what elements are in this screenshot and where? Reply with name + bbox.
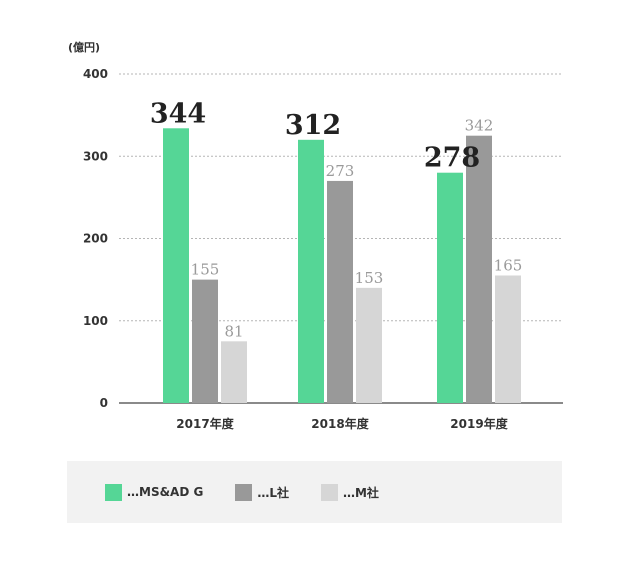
y-tick-label: 400 xyxy=(83,67,108,81)
value-labels: 344 155 81 312 273 153 278 342 165 xyxy=(150,98,523,340)
data-label: 81 xyxy=(224,322,243,340)
legend-swatch-msad xyxy=(105,483,122,501)
bar xyxy=(192,279,218,403)
legend-label-msad: …MS&AD G xyxy=(127,485,204,499)
x-axis-ticks: 2017年度 2018年度 2019年度 xyxy=(176,416,508,431)
data-label: 165 xyxy=(494,257,523,275)
y-axis-ticks: 0 100 200 300 400 xyxy=(83,67,108,410)
data-label: 342 xyxy=(465,117,494,135)
bar xyxy=(163,128,189,403)
legend-item-msad: …MS&AD G xyxy=(105,483,204,501)
data-label: 278 xyxy=(424,143,480,174)
bars xyxy=(163,128,521,404)
legend-label-l: …L社 xyxy=(257,485,289,500)
legend-swatch-l xyxy=(235,483,253,501)
legend-swatch-m xyxy=(320,483,338,501)
legend-item-m: …M社 xyxy=(320,483,379,501)
bar xyxy=(356,287,382,403)
legend-item-l: …L社 xyxy=(235,483,289,501)
x-tick-label: 2017年度 xyxy=(176,416,234,431)
y-tick-label: 0 xyxy=(100,396,108,410)
x-tick-label: 2019年度 xyxy=(450,416,508,431)
legend-label-m: …M社 xyxy=(342,485,379,500)
bar xyxy=(221,341,247,403)
bar xyxy=(327,180,353,403)
y-tick-label: 300 xyxy=(83,149,108,163)
bar xyxy=(298,139,324,404)
legend: …MS&AD G …L社 …M社 xyxy=(67,461,562,523)
y-tick-label: 100 xyxy=(83,314,108,328)
bar xyxy=(466,135,492,403)
bar xyxy=(437,172,463,403)
data-label: 155 xyxy=(191,261,220,279)
unit-label: (億円) xyxy=(68,40,100,54)
data-label: 153 xyxy=(355,269,384,287)
y-tick-label: 200 xyxy=(83,232,108,246)
bar xyxy=(495,275,521,403)
x-tick-label: 2018年度 xyxy=(311,416,369,431)
data-label: 273 xyxy=(326,162,355,180)
data-label: 312 xyxy=(285,110,341,141)
data-label: 344 xyxy=(150,98,206,129)
